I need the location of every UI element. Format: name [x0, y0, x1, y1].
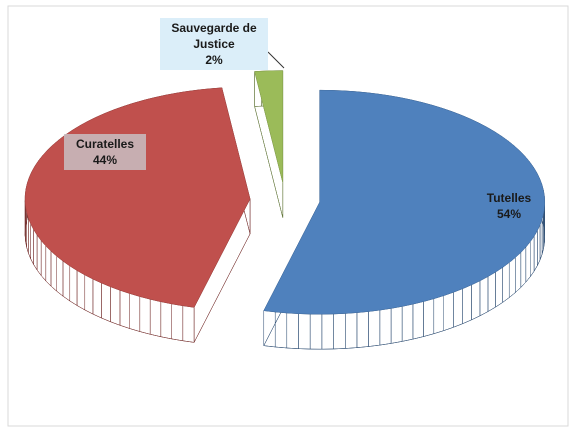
label-name: Sauvegarde de Justice	[171, 21, 257, 51]
data-label: Sauvegarde de Justice 2%	[160, 18, 268, 70]
slice	[254, 70, 284, 183]
label-value: 2%	[205, 53, 223, 67]
slice-tops	[24, 70, 545, 315]
data-label: Tutelles 54%	[470, 188, 548, 224]
label-name: Curatelles	[75, 137, 135, 151]
data-label: Curatelles 44%	[64, 134, 146, 170]
slice	[263, 89, 545, 315]
label-value: 44%	[92, 153, 118, 167]
label-value: 54%	[496, 207, 522, 221]
leader-line	[267, 51, 285, 69]
label-name: Tutelles	[486, 191, 532, 205]
